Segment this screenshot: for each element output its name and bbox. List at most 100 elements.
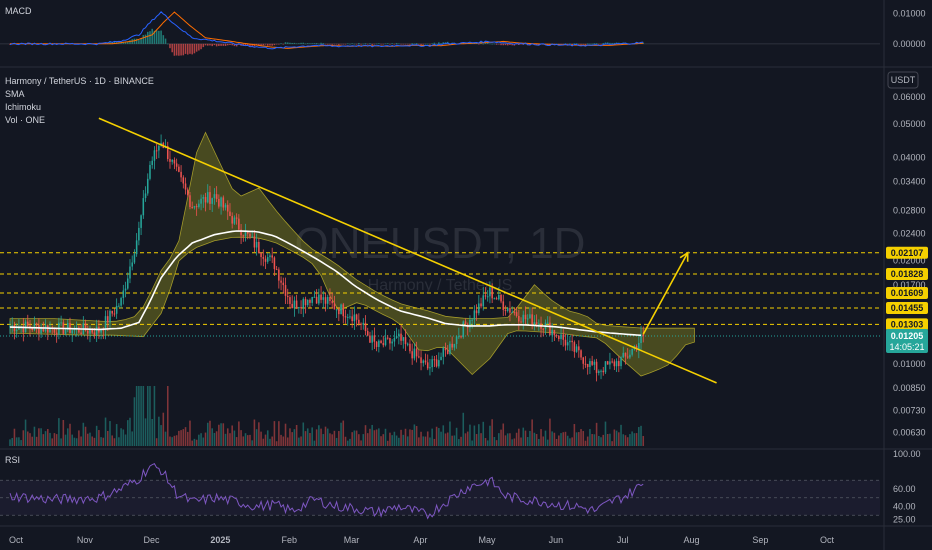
macd-histogram-bar (391, 43, 393, 44)
macd-histogram-bar (420, 43, 422, 45)
macd-histogram-bar (278, 43, 280, 45)
macd-histogram-bar (222, 43, 225, 46)
projection-arrow-line[interactable] (642, 252, 689, 335)
macd-histogram-bar (155, 30, 158, 44)
level-price-tag (886, 267, 928, 280)
candle-body (35, 323, 38, 326)
volume-bar (260, 431, 262, 446)
time-axis-label: 2025 (210, 535, 230, 545)
legend-volume[interactable]: Vol · ONE (5, 115, 45, 125)
volume-bar (544, 430, 547, 446)
legend-symbol[interactable]: Harmony / TetherUS · 1D · BINANCE (5, 76, 154, 86)
volume-bar (471, 440, 473, 446)
volume-bar (420, 431, 422, 446)
volume-bar (278, 421, 280, 446)
candle-body (546, 322, 549, 324)
macd-histogram-bar (335, 43, 338, 45)
watermark-text: ONEUSDT, 1D (295, 219, 586, 268)
volume-bar (604, 421, 607, 446)
candle-body (318, 294, 320, 304)
volume-bar (431, 428, 433, 446)
macd-histogram-bar (233, 43, 236, 47)
volume-bar (129, 417, 131, 446)
candle-body (638, 343, 640, 350)
macd-histogram-bar (193, 43, 196, 54)
descending-trendline[interactable] (98, 117, 717, 384)
candle-body (626, 356, 629, 358)
volume-bar (175, 435, 178, 446)
macd-histogram-bar (269, 43, 271, 46)
candle-body (571, 340, 573, 343)
macd-histogram-bar (358, 42, 360, 44)
volume-bar (118, 437, 120, 446)
macd-histogram-bar (582, 43, 585, 45)
candle-body (198, 203, 200, 208)
volume-bar (253, 419, 256, 446)
candle-body (171, 159, 173, 162)
volume-bar (462, 412, 465, 446)
volume-bar (193, 438, 196, 446)
candle-body (53, 328, 56, 333)
macd-histogram-bar (144, 34, 147, 44)
macd-histogram-bar (218, 43, 220, 46)
candle-body (175, 163, 178, 167)
candle-body (482, 295, 485, 307)
volume-bar (160, 425, 162, 446)
macd-histogram-bar (291, 42, 293, 44)
volume-bar (186, 431, 189, 446)
macd-histogram-bar (304, 43, 307, 45)
volume-bar (355, 430, 358, 446)
currency-button[interactable]: USDT (887, 71, 919, 89)
macd-histogram-bar (318, 43, 320, 45)
candle-body (13, 325, 16, 332)
macd-histogram-bar (206, 43, 209, 46)
candle-body (558, 335, 560, 340)
candle-body (495, 298, 498, 300)
candle-body (266, 257, 269, 262)
volume-bar (533, 432, 536, 446)
level-price-tag (886, 246, 928, 259)
volume-bar (195, 439, 198, 446)
volume-bar (500, 429, 502, 446)
volume-bar (615, 430, 618, 446)
volume-bar (331, 434, 333, 446)
level-price-tag-label: 0.02107 (891, 248, 924, 258)
volume-bar (546, 439, 549, 446)
volume-bar (271, 436, 273, 446)
candle-body (591, 361, 593, 365)
candle-body (235, 217, 238, 219)
macd-histogram-bar (386, 43, 389, 44)
volume-bar (209, 420, 211, 446)
candle-body (620, 357, 622, 367)
volume-bar (220, 423, 222, 446)
currency-button-frame[interactable] (887, 71, 919, 89)
currency-label[interactable]: USDT (891, 75, 916, 85)
candle-body (506, 308, 509, 311)
candle-body (371, 335, 373, 343)
macd-histogram-bar (440, 43, 442, 44)
volume-bar (598, 435, 600, 446)
legend-sma[interactable]: SMA (5, 89, 25, 99)
candle-body (578, 346, 580, 351)
volume-bar (311, 427, 313, 446)
volume-bar (400, 429, 402, 446)
volume-bar (442, 425, 445, 446)
candle-body (553, 330, 556, 336)
volume-bar (515, 432, 518, 446)
volume-bar (335, 437, 338, 446)
volume-bar (224, 433, 227, 446)
candle-body (269, 255, 271, 258)
legend-ichimoku[interactable]: Ichimoku (5, 102, 41, 112)
volume-bar (371, 424, 373, 446)
macd-histogram-bar (604, 42, 607, 44)
candle-body (113, 313, 116, 315)
volume-bar (564, 431, 567, 446)
candle-body (289, 297, 291, 304)
volume-bar (289, 428, 291, 446)
candle-body (91, 329, 93, 333)
macd-histogram-bar (282, 43, 285, 45)
candle-body (324, 297, 327, 304)
volume-bar (640, 425, 642, 446)
macd-histogram-bar (575, 43, 578, 44)
